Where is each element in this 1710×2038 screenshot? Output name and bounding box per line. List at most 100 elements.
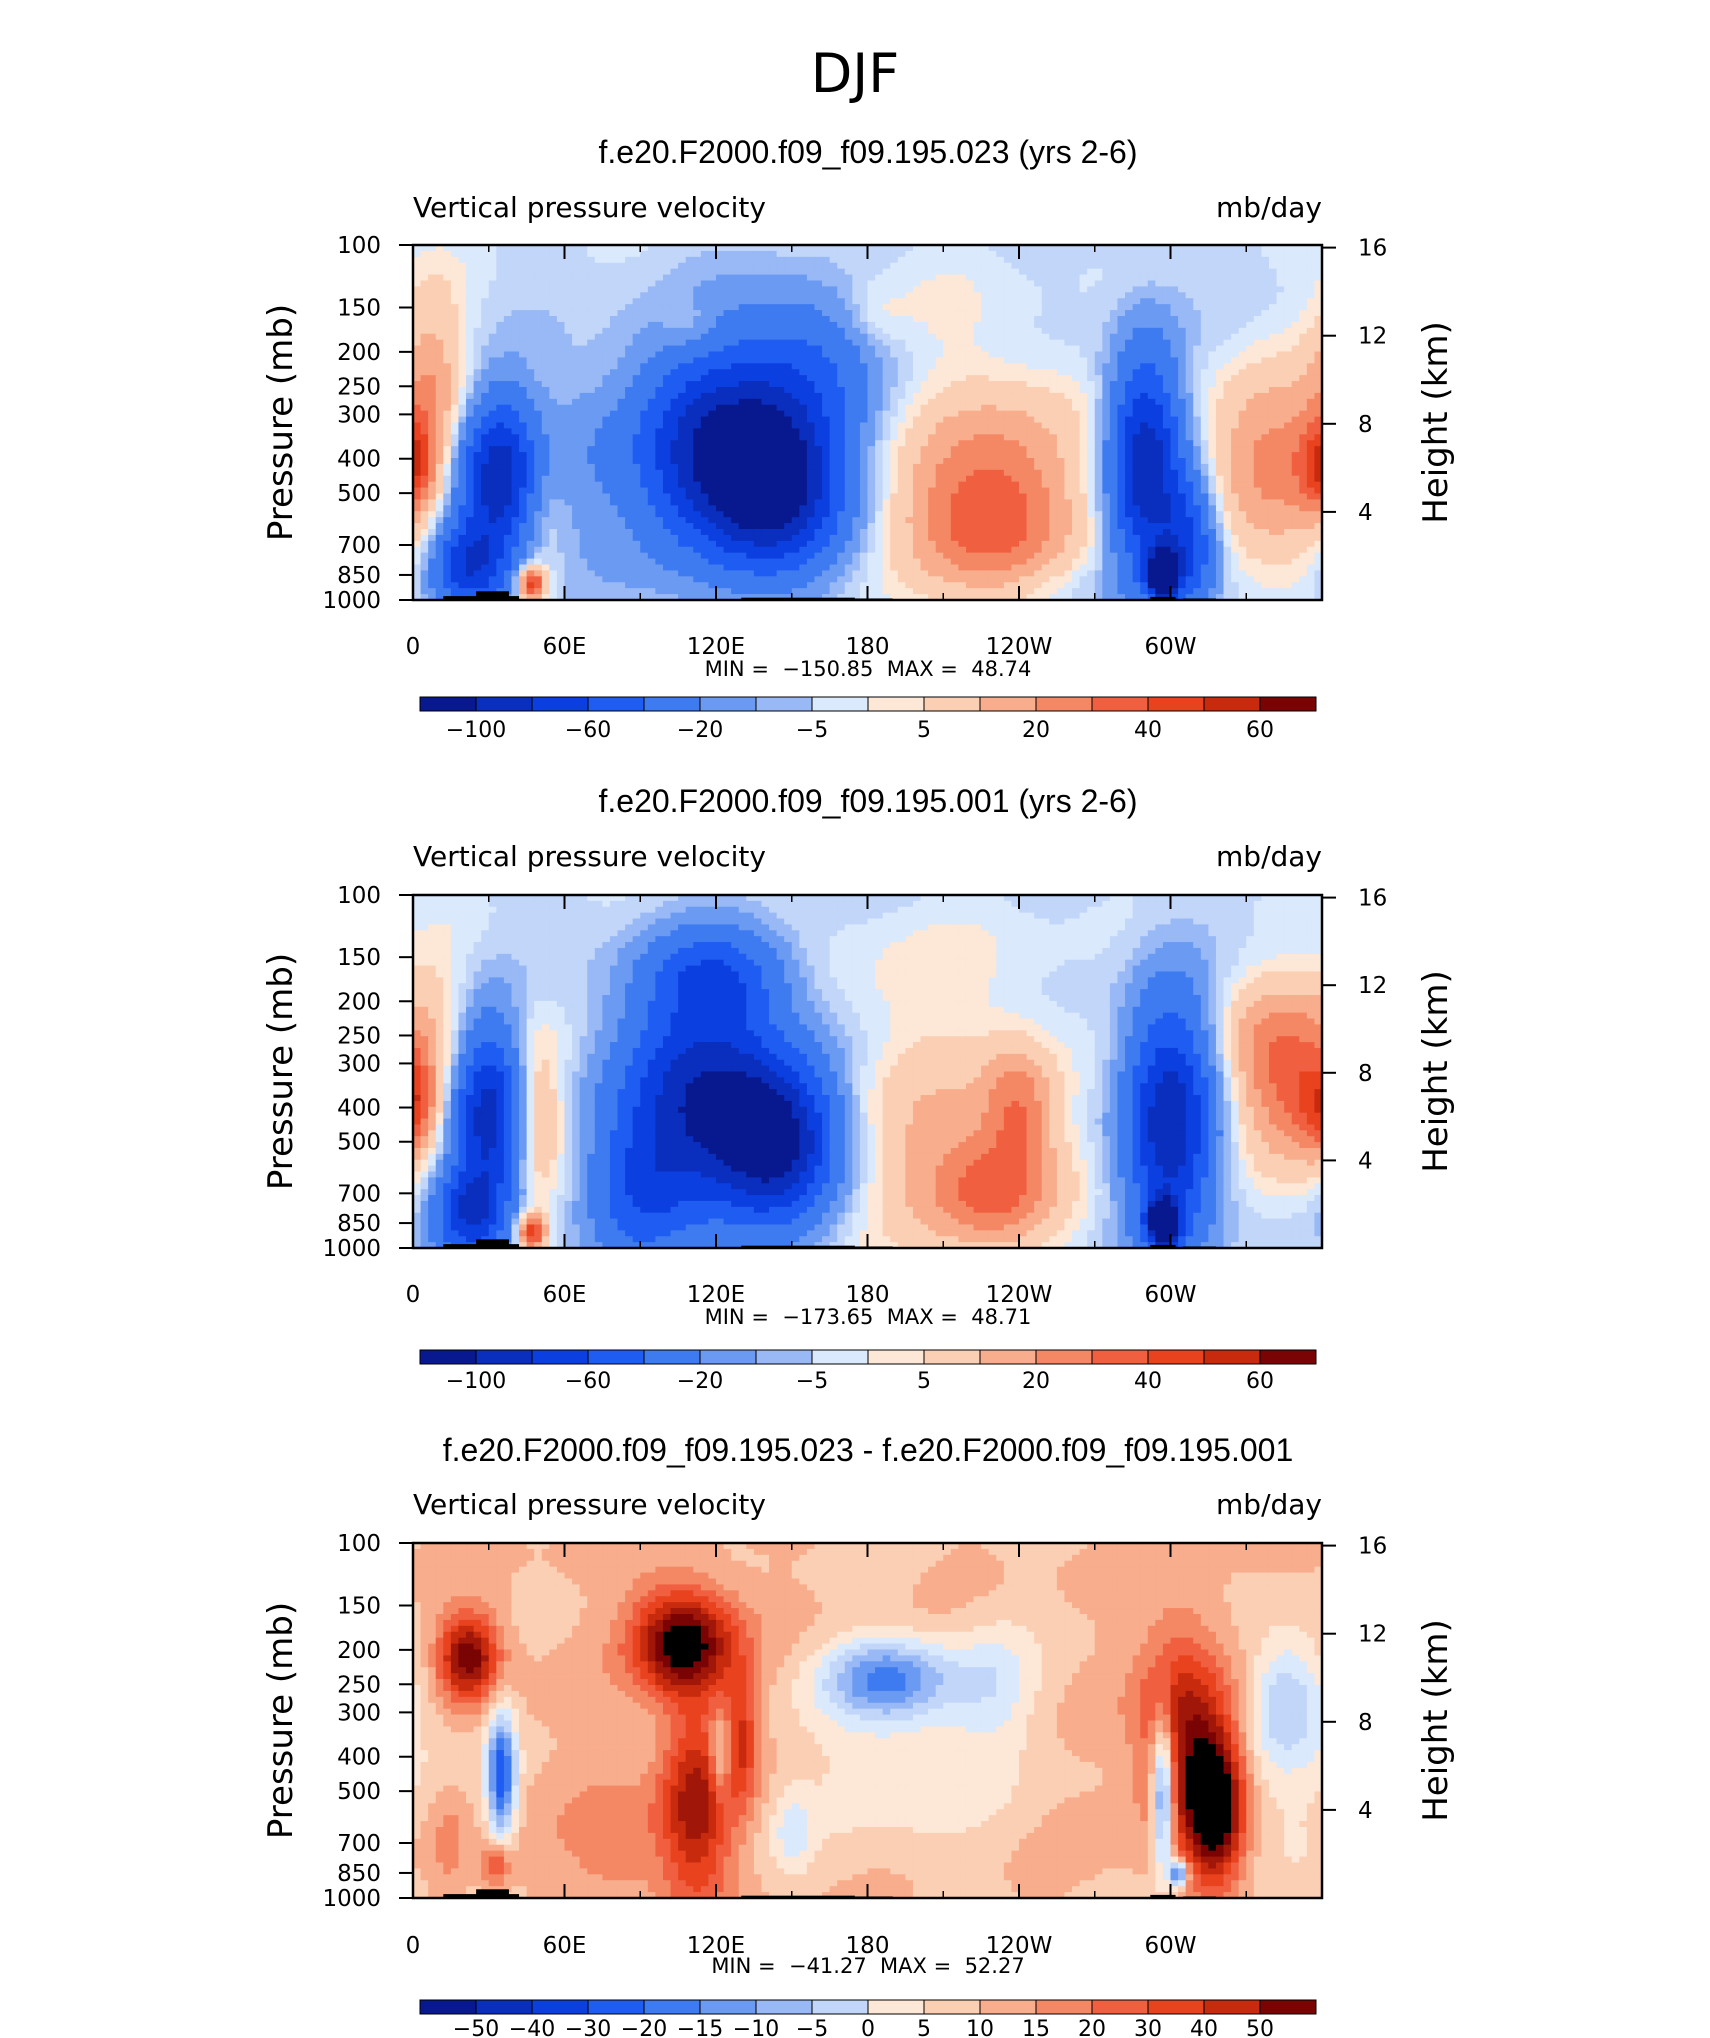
contour-cell — [1314, 327, 1322, 335]
contour-cell — [1132, 298, 1141, 305]
contour-cell — [769, 463, 778, 471]
contour-cell — [572, 469, 581, 477]
contour-cell — [617, 333, 626, 341]
contour-cell — [534, 357, 543, 364]
contour-cell — [556, 304, 566, 311]
contour-cell — [769, 381, 778, 388]
contour-cell — [890, 428, 899, 435]
contour-cell — [708, 398, 717, 406]
contour-cell — [988, 262, 997, 270]
contour-cell — [1299, 392, 1308, 400]
contour-cell — [450, 422, 460, 430]
contour-cell — [503, 381, 513, 388]
contour-cell — [632, 268, 641, 276]
contour-cell — [1284, 256, 1293, 264]
contour-cell — [882, 316, 891, 323]
contour-cell — [791, 487, 800, 495]
contour-cell — [466, 446, 475, 453]
contour-cell — [1132, 357, 1141, 364]
contour-cell — [791, 392, 800, 400]
contour-cell — [920, 369, 929, 376]
contour-cell — [1140, 250, 1149, 258]
contour-cell — [958, 416, 967, 424]
contour-cell — [1299, 387, 1308, 394]
contour-cell — [609, 274, 619, 282]
contour-cell — [806, 381, 816, 388]
contour-cell — [1140, 387, 1149, 394]
contour-cell — [609, 416, 619, 424]
contour-cell — [632, 475, 641, 483]
contour-cell — [549, 250, 558, 258]
contour-cell — [526, 316, 535, 323]
contour-cell — [587, 458, 596, 465]
contour-cell — [1117, 268, 1126, 276]
contour-cell — [769, 458, 778, 465]
contour-cell — [958, 310, 967, 317]
contour-cell — [799, 339, 808, 347]
contour-cell — [1200, 316, 1209, 323]
contour-cell — [761, 363, 770, 370]
contour-cell — [928, 286, 937, 293]
contour-cell — [1238, 428, 1247, 435]
contour-cell — [852, 369, 861, 376]
contour-cell — [950, 250, 960, 258]
contour-cell — [1026, 398, 1035, 406]
contour-cell — [950, 475, 960, 483]
contour-cell — [1011, 387, 1020, 394]
contour-cell — [973, 410, 982, 418]
contour-cell — [708, 351, 717, 359]
contour-cell — [428, 245, 437, 252]
contour-cell — [473, 268, 482, 276]
contour-cell — [716, 345, 725, 353]
contour-cell — [640, 345, 649, 353]
contour-cell — [473, 475, 482, 483]
contour-cell — [1200, 262, 1209, 270]
contour-cell — [443, 351, 452, 359]
contour-cell — [1223, 363, 1232, 370]
contour-cell — [814, 256, 823, 264]
contour-cell — [435, 327, 444, 335]
contour-cell — [1079, 256, 1088, 264]
contour-cell — [882, 422, 891, 430]
contour-cell — [1019, 434, 1028, 441]
contour-cell — [1223, 458, 1232, 465]
contour-cell — [670, 475, 679, 483]
contour-cell — [1147, 475, 1156, 483]
contour-cell — [996, 345, 1005, 353]
contour-cell — [1193, 458, 1202, 465]
contour-cell — [912, 286, 922, 293]
contour-cell — [662, 280, 672, 288]
contour-cell — [746, 345, 755, 353]
contour-cell — [852, 469, 861, 477]
contour-cell — [1049, 321, 1058, 329]
contour-cell — [837, 250, 846, 258]
contour-cell — [413, 280, 422, 288]
contour-cell — [844, 339, 853, 347]
contour-cell — [1056, 369, 1066, 376]
contour-cell — [496, 398, 505, 406]
contour-cell — [867, 410, 876, 418]
contour-cell — [1079, 392, 1088, 400]
contour-cell — [678, 481, 687, 489]
contour-cell — [1064, 286, 1073, 293]
contour-cell — [564, 392, 573, 400]
contour-cell — [905, 458, 914, 465]
contour-cell — [428, 298, 437, 305]
contour-cell — [791, 458, 800, 465]
contour-cell — [1193, 333, 1202, 341]
contour-cell — [890, 487, 899, 495]
contour-cell — [1003, 452, 1013, 459]
contour-cell — [488, 345, 497, 353]
contour-cell — [716, 416, 725, 424]
contour-cell — [753, 310, 763, 317]
contour-cell — [935, 381, 944, 388]
contour-cell — [1026, 381, 1035, 388]
contour-cell — [1049, 245, 1058, 252]
contour-cell — [973, 351, 982, 359]
contour-cell — [806, 387, 816, 394]
contour-cell — [852, 357, 861, 364]
contour-cell — [693, 357, 702, 364]
contour-cell — [556, 250, 566, 258]
contour-cell — [632, 262, 641, 270]
contour-cell — [897, 274, 906, 282]
